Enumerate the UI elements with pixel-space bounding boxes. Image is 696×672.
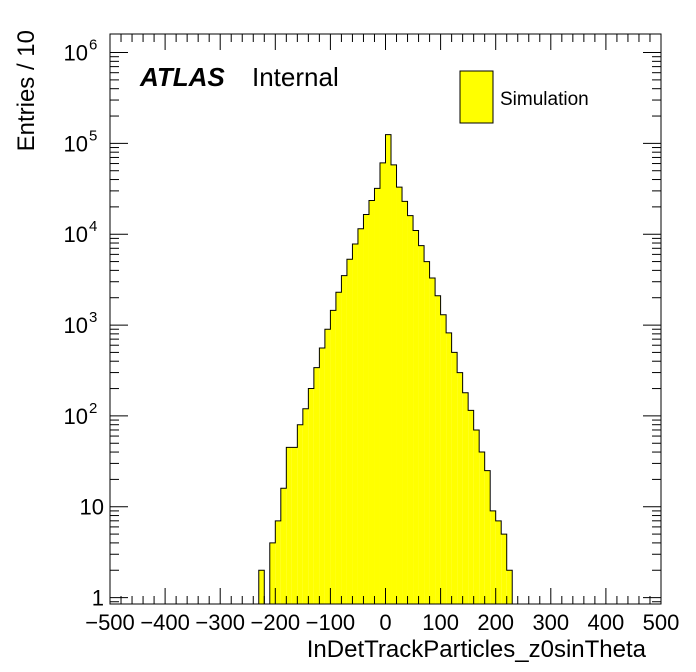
x-tick-label: 100 [422,610,459,635]
x-tick-labels: −500 −400 −300 −200 −100 0 100 200 300 400 500 [85,610,679,635]
x-tick-label: −100 [306,610,356,635]
histogram-bin [495,520,502,604]
histogram-bin [402,201,408,604]
histogram-bin [490,510,496,604]
histogram-bin [379,162,386,605]
plot-frame [109,33,662,605]
histogram-outline [258,134,513,604]
histogram-bin [269,542,276,604]
y-tick-label: 10 [64,313,88,338]
histogram-bin [418,245,425,604]
x-tick-label: −300 [195,610,245,635]
histogram-bin [462,392,469,604]
histogram-bin [324,329,331,604]
atlas-status-label: Internal [252,62,339,92]
histogram-bin [363,214,369,605]
x-tick-label: 200 [477,610,514,635]
atlas-label: ATLAS [139,62,225,92]
histogram-bin [435,295,441,604]
y-tick-label: 10 [64,404,88,429]
histogram-bin [313,367,320,604]
y-tick-exponent: 5 [89,127,97,144]
histogram-bin [352,244,358,604]
histogram-bin [302,408,309,604]
histogram-bin [501,534,507,604]
histogram-bin [446,332,452,604]
histogram-bin [258,570,265,604]
histogram-bin [330,310,336,604]
histogram-bin [413,230,419,604]
histogram-bin [468,410,474,604]
histogram-bin [429,277,436,604]
histogram-bin [368,200,375,605]
x-tick-label: 300 [532,610,569,635]
x-tick-label: −400 [140,610,190,635]
legend: Simulation [459,70,589,124]
histogram-bin [391,164,397,604]
histogram-bin [484,470,491,604]
histogram-bin [319,347,325,604]
y-tick-label: 10 [64,222,88,247]
histogram-bin [297,424,303,604]
x-tick-label: 500 [643,610,680,635]
y-tick-exponent: 2 [89,400,97,417]
x-tick-label: −200 [251,610,301,635]
histogram-bin [341,275,347,604]
histogram-bin [473,429,480,604]
y-tick-label: 1 [92,586,104,611]
histogram-bin [407,215,414,605]
histogram-bin [440,314,447,604]
histogram-bin [385,134,392,605]
y-tick-label: 10 [64,41,88,66]
x-tick-label: −500 [85,610,135,635]
y-axis-title: Entries / 10 [13,30,40,151]
histogram-bin [424,261,430,604]
x-axis-title: InDetTrackParticles_z0sinTheta [307,636,647,663]
histogram-bin [357,228,364,604]
histogram-bars [258,134,513,605]
histogram-bin [286,447,292,604]
y-tick-label: 10 [80,495,104,520]
y-tick-exponent: 6 [89,37,97,54]
legend-label: Simulation [500,89,589,110]
x-tick-label: 0 [379,610,391,635]
histogram-bin [280,488,287,604]
x-tick-label: 400 [588,610,625,635]
histogram-bin [506,570,513,604]
y-tick-exponent: 3 [89,309,97,326]
histogram-bin [374,188,380,604]
y-tick-label: 10 [64,131,88,156]
legend-swatch [459,70,494,124]
histogram-bin [275,520,281,604]
axis-ticks [109,34,662,604]
histogram-bin [457,372,463,604]
histogram-bin [396,187,403,604]
histogram-bin [346,259,353,604]
histogram-bin [335,292,342,604]
histogram-bin [291,447,298,604]
histogram-bin [451,352,458,604]
y-tick-exponent: 4 [89,218,97,235]
histogram-bin [308,388,314,604]
histogram-bin [479,452,485,604]
